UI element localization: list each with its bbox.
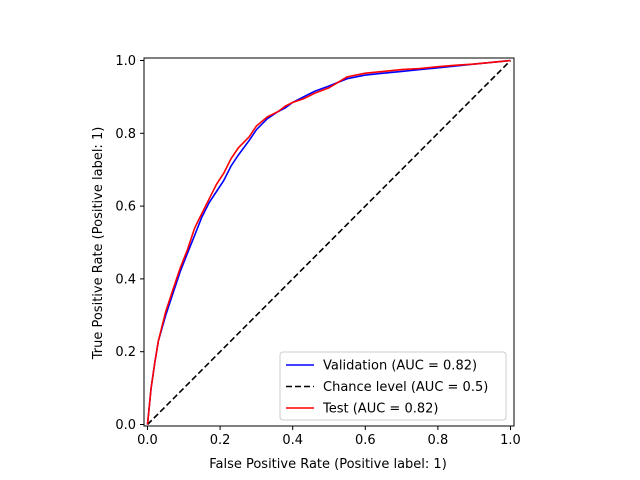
axes-frame: [143, 57, 515, 427]
series-line-1: [146, 59, 512, 426]
y-tick-label: 0.2: [115, 345, 136, 360]
y-tick-label: 0.4: [115, 272, 136, 287]
legend-label-1: Chance level (AUC = 0.5): [323, 380, 488, 395]
y-axis-ticks: 0.0 0.2 0.4 0.6 0.8 1.0: [115, 54, 144, 433]
x-tick-label: 0.2: [210, 433, 231, 448]
legend-label-0: Validation (AUC = 0.82): [323, 359, 477, 374]
legend-box: [279, 351, 507, 421]
y-tick-label: 1.0: [115, 54, 136, 69]
x-tick-label: 1.0: [500, 433, 521, 448]
x-tick-label: 0.0: [137, 433, 158, 448]
y-axis-label: True Positive Rate (Positive label: 1): [91, 127, 106, 361]
series-line-2: [146, 59, 511, 425]
y-tick-label: 0.6: [115, 200, 136, 215]
y-tick-label: 0.0: [115, 418, 136, 433]
x-axis-label: False Positive Rate (Positive label: 1): [209, 457, 447, 472]
series-line-0: [146, 59, 511, 425]
plot-area: [143, 57, 515, 427]
x-tick-label: 0.4: [282, 433, 303, 448]
x-tick-label: 0.8: [428, 433, 449, 448]
legend-label-2: Test (AUC = 0.82): [322, 402, 438, 417]
x-tick-label: 0.6: [355, 433, 376, 448]
legend: Validation (AUC = 0.82) Chance level (AUC…: [279, 351, 507, 421]
y-tick-label: 0.8: [115, 127, 136, 142]
x-axis-ticks: 0.0 0.2 0.4 0.6 0.8 1.0: [137, 426, 521, 448]
